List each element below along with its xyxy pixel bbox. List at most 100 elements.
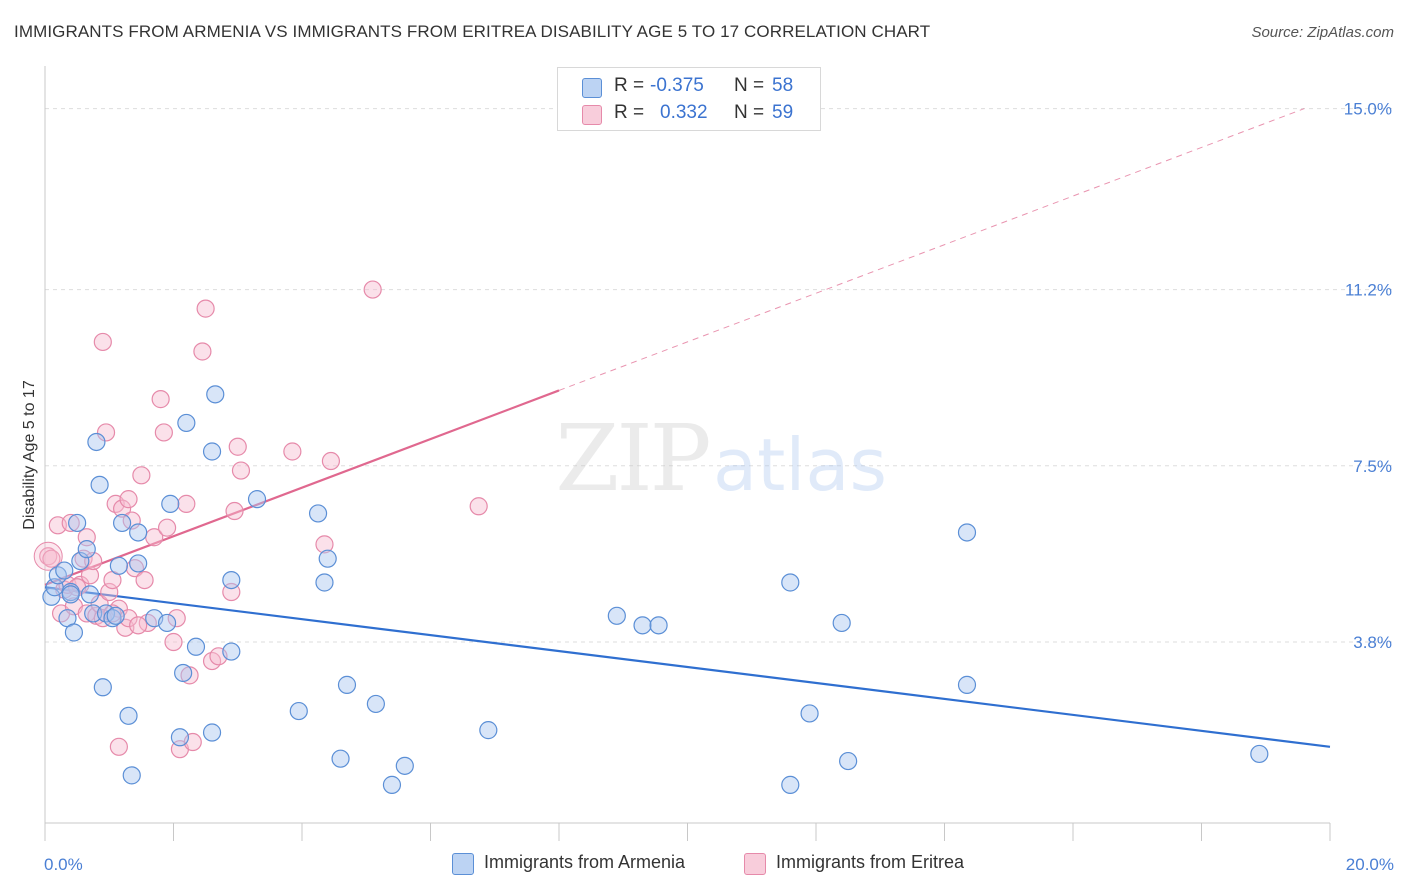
legend-r-label: R = <box>614 75 645 96</box>
trend-line-eritrea-extension <box>558 108 1305 391</box>
point-eritrea <box>103 604 122 623</box>
legend-label-eritrea: Immigrants from Eritrea <box>776 852 965 872</box>
point-armenia <box>129 554 148 573</box>
point-armenia <box>202 723 222 742</box>
point-armenia <box>177 413 196 433</box>
point-armenia <box>479 721 498 740</box>
point-eritrea <box>119 490 138 509</box>
tick-labels: 3.8% 7.5% 11.2% 15.0% 0.0% 20.0% <box>44 100 1394 874</box>
point-armenia <box>308 504 328 523</box>
x-tick-label-left: 0.0% <box>44 855 83 874</box>
point-armenia <box>781 775 800 794</box>
y-tick-label: 15.0% <box>1344 100 1392 119</box>
y-tick-label: 7.5% <box>1353 457 1392 476</box>
point-armenia <box>157 613 177 633</box>
legend-swatch-eritrea <box>744 853 766 875</box>
point-armenia <box>633 616 652 635</box>
point-eritrea <box>193 342 212 361</box>
watermark-atlas: atlas <box>713 423 887 507</box>
point-armenia <box>607 606 626 625</box>
correlation-legend: R = -0.375 N = 58 R = 0.332 N = 59 <box>557 67 821 131</box>
point-eritrea <box>96 423 116 442</box>
point-armenia <box>222 570 241 590</box>
trend-line-armenia <box>44 586 1331 748</box>
point-eritrea <box>157 518 177 537</box>
point-armenia <box>318 549 337 568</box>
legend-n-value: 58 <box>772 75 794 96</box>
point-armenia <box>315 573 334 592</box>
legend-label-armenia: Immigrants from Armenia <box>484 852 686 872</box>
point-eritrea <box>363 280 382 299</box>
point-eritrea <box>61 513 80 533</box>
axes <box>44 66 1331 841</box>
y-axis-label: Disability Age 5 to 17 <box>21 380 38 530</box>
chart-title: IMMIGRANTS FROM ARMENIA VS IMMIGRANTS FR… <box>14 22 931 41</box>
point-eritrea <box>132 466 151 485</box>
point-armenia <box>77 540 96 559</box>
point-armenia <box>366 694 385 714</box>
point-armenia <box>93 678 112 697</box>
watermark: ZIP atlas <box>555 405 887 512</box>
legend-n-value: 59 <box>772 102 794 123</box>
point-armenia <box>186 637 206 656</box>
point-armenia <box>84 604 103 623</box>
point-armenia <box>64 623 84 642</box>
point-eritrea <box>154 423 173 442</box>
point-eritrea <box>129 616 148 635</box>
point-eritrea <box>135 570 154 590</box>
point-armenia <box>109 556 128 575</box>
point-armenia <box>42 587 61 606</box>
point-eritrea <box>315 535 334 554</box>
legend-r-value: 0.332 <box>660 102 708 123</box>
point-armenia <box>222 642 241 661</box>
point-eritrea <box>109 737 128 756</box>
point-armenia <box>832 613 851 633</box>
point-eritrea <box>90 594 109 614</box>
gridlines <box>45 108 1392 643</box>
point-armenia <box>170 728 190 747</box>
point-armenia <box>957 523 977 542</box>
trend-lines <box>44 108 1331 748</box>
legend-swatch-armenia <box>582 78 602 98</box>
point-armenia <box>800 704 819 723</box>
point-eritrea <box>231 461 251 480</box>
point-armenia <box>55 561 74 580</box>
trend-line-eritrea <box>44 389 560 586</box>
legend-r-label: R = <box>614 102 645 123</box>
x-tick-label-right: 20.0% <box>1346 855 1394 874</box>
legend-r-value: -0.375 <box>650 75 704 96</box>
point-armenia <box>202 442 222 461</box>
legend-swatch-armenia <box>452 853 474 875</box>
point-armenia <box>289 701 308 721</box>
point-armenia <box>161 494 180 513</box>
legend-n-label: N = <box>734 75 765 96</box>
point-eritrea <box>228 437 247 456</box>
source-label: Source: ZipAtlas.com <box>1251 24 1394 41</box>
series-legend: Immigrants from Armenia Immigrants from … <box>0 852 1406 878</box>
point-armenia <box>957 675 977 694</box>
point-eritrea <box>112 499 132 518</box>
y-tick-label: 11.2% <box>1345 281 1392 300</box>
point-eritrea <box>80 566 100 585</box>
point-eritrea <box>196 299 215 318</box>
point-eritrea <box>321 451 341 471</box>
point-eritrea <box>167 609 186 628</box>
watermark-zip: ZIP <box>555 405 708 512</box>
point-armenia <box>247 490 267 509</box>
point-armenia <box>1250 744 1269 764</box>
point-armenia <box>174 663 193 683</box>
legend-n-label: N = <box>734 102 765 123</box>
point-eritrea <box>225 501 244 521</box>
point-armenia <box>382 775 402 794</box>
point-eritrea <box>100 582 119 602</box>
point-armenia <box>781 573 800 592</box>
point-eritrea <box>39 547 58 566</box>
point-eritrea <box>93 332 112 352</box>
point-armenia <box>649 616 668 635</box>
point-armenia <box>337 675 357 694</box>
point-armenia <box>129 523 148 542</box>
point-armenia <box>331 749 350 768</box>
point-armenia <box>839 751 858 771</box>
point-armenia <box>112 513 132 533</box>
